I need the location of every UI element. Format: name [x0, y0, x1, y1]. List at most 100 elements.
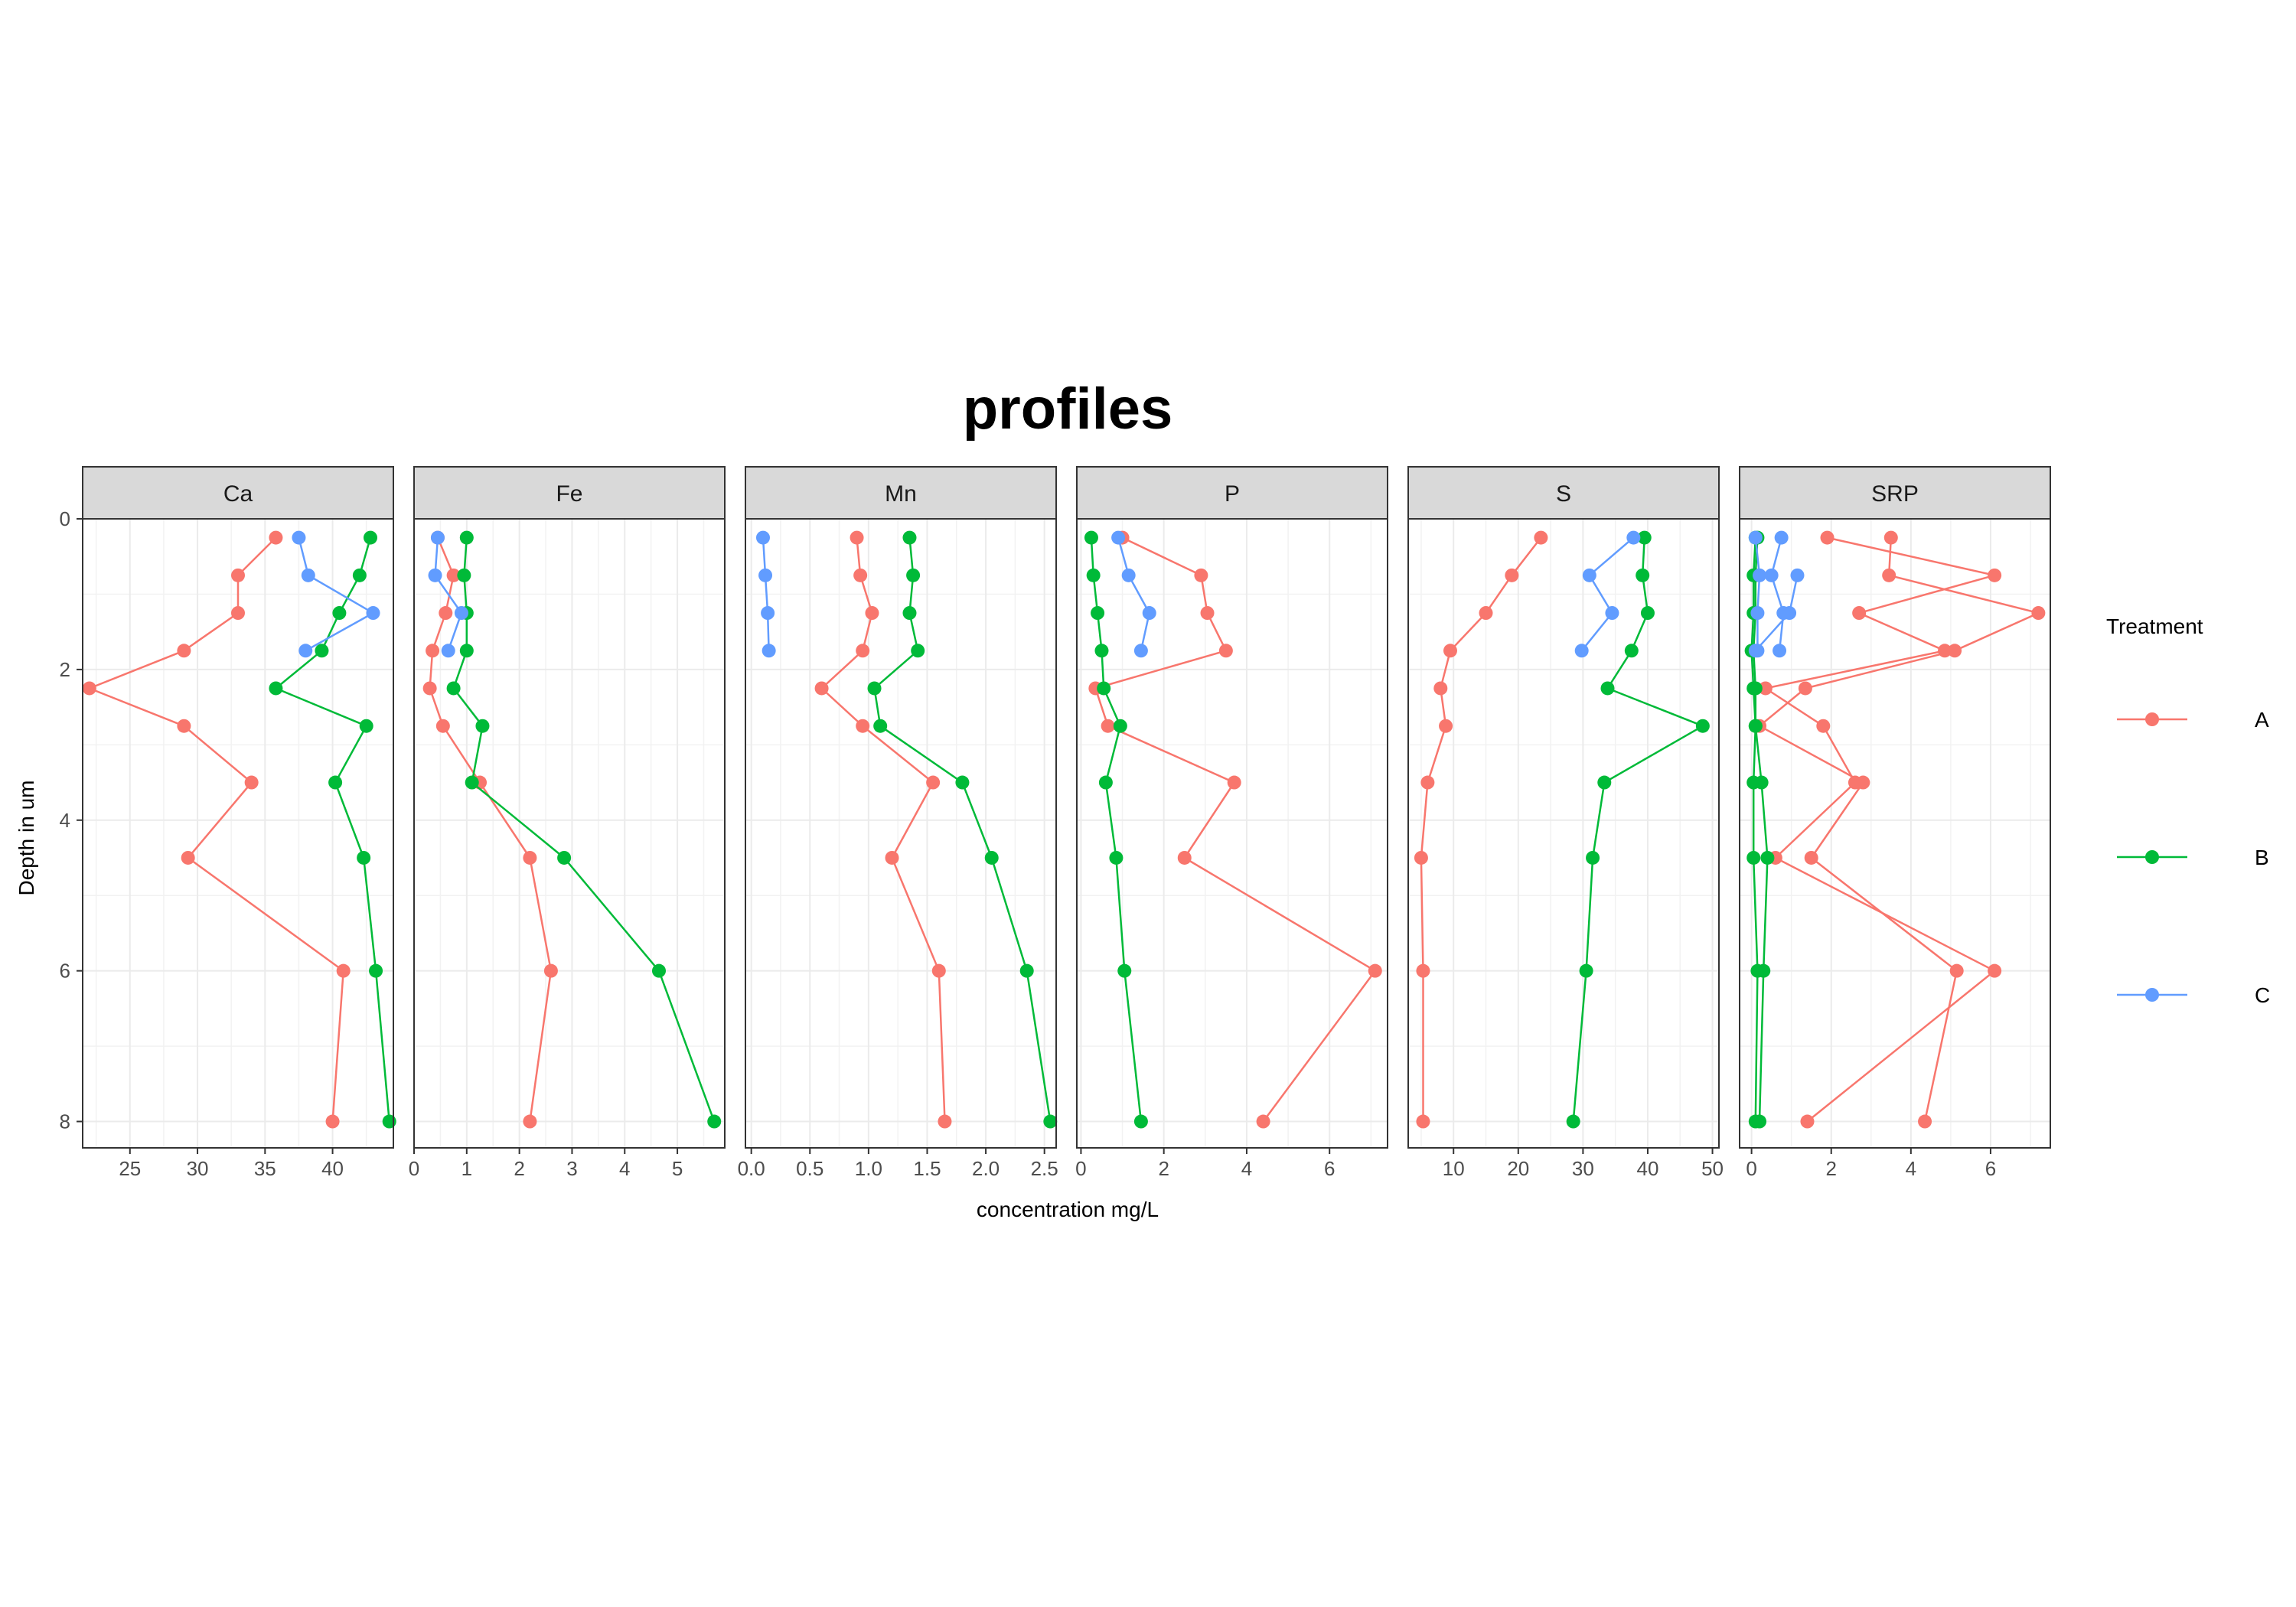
x-tick-label: 4 [1241, 1157, 1252, 1180]
x-tick-label: 5 [672, 1157, 683, 1180]
data-point-a [1443, 644, 1457, 658]
data-point-a [1479, 606, 1493, 621]
data-point-b [984, 850, 999, 865]
y-tick-label: 6 [60, 960, 70, 983]
series-line-b [275, 537, 390, 1122]
legend-label-a: A [2255, 708, 2269, 732]
x-tick-label: 0 [409, 1157, 419, 1180]
x-axis-title: concentration mg/L [977, 1198, 1159, 1221]
panel-background-p [1077, 519, 1388, 1148]
data-point-b [446, 681, 461, 696]
data-point-c [454, 606, 468, 621]
data-point-a [1882, 568, 1896, 582]
panel-background-s [1408, 519, 1719, 1148]
series-line-a [1420, 536, 1542, 1122]
series-line-c [1754, 537, 1761, 651]
data-point-a [82, 681, 96, 696]
data-point-b [1600, 681, 1615, 696]
data-point-a [814, 681, 829, 696]
data-point-a [926, 775, 941, 790]
data-point-a [1218, 644, 1233, 658]
data-point-b [332, 606, 347, 621]
legend-item-c: C [2117, 983, 2270, 1007]
data-point-b [459, 644, 474, 658]
data-point-a [1227, 775, 1241, 790]
y-tick-label: 8 [60, 1110, 70, 1133]
data-point-c [1111, 530, 1126, 545]
data-point-a [244, 775, 259, 790]
facet-s: S 10 20 30 40 50 [1407, 466, 1724, 1180]
data-point-b [1586, 850, 1600, 865]
data-point-a [177, 644, 191, 658]
series-line-b [873, 537, 1052, 1122]
data-point-b [357, 850, 371, 865]
data-point-b [1640, 606, 1655, 621]
x-tick-label: 1 [461, 1157, 472, 1180]
x-tick-label: 35 [254, 1157, 276, 1180]
x-tick-label: 2.0 [972, 1157, 1000, 1180]
x-tick-label: 1.5 [913, 1157, 941, 1180]
legend-key-point [2145, 850, 2159, 864]
data-point-b [369, 963, 383, 978]
x-tick-label: 6 [1985, 1157, 1996, 1180]
x-tick-label: 2 [1158, 1157, 1169, 1180]
data-point-c [1748, 530, 1763, 545]
data-point-c [1764, 568, 1779, 582]
data-point-b [1624, 644, 1639, 658]
data-point-a [1988, 963, 2002, 978]
data-point-a [422, 681, 437, 696]
series-line-c [762, 537, 770, 651]
legend-label-c: C [2255, 983, 2270, 1007]
data-point-c [366, 606, 380, 621]
data-point-b [1109, 850, 1124, 865]
facet-label-fe: Fe [556, 481, 582, 507]
series-line-b [1572, 537, 1704, 1122]
data-point-c [301, 568, 315, 582]
x-tick-label: 25 [119, 1157, 141, 1180]
data-point-a [1949, 963, 1964, 978]
series-line-a [1094, 536, 1377, 1123]
series-line-a [820, 537, 946, 1122]
data-point-a [1368, 963, 1382, 978]
data-point-b [1097, 681, 1111, 696]
data-point-a [336, 963, 351, 978]
x-tick-label: 30 [187, 1157, 209, 1180]
panel-border-p [1076, 518, 1388, 1149]
data-point-a [231, 606, 245, 621]
panel-border-srp [1739, 518, 2051, 1149]
data-point-b [315, 644, 329, 658]
data-point-a [231, 568, 245, 582]
data-point-c [755, 530, 770, 545]
panel-border-mn [745, 518, 1057, 1149]
x-tick-label: 2.5 [1031, 1157, 1058, 1180]
data-point-b [1086, 568, 1101, 582]
data-point-a [1800, 1114, 1815, 1129]
x-tick-label: 20 [1507, 1157, 1529, 1180]
data-point-c [1753, 568, 1767, 582]
data-point-a [1101, 719, 1115, 733]
facet-fe: Fe 0 1 2 3 4 5 [409, 466, 726, 1180]
x-tick-label: 40 [321, 1157, 344, 1180]
x-tick-label: 30 [1572, 1157, 1594, 1180]
data-point-b [1113, 719, 1127, 733]
data-point-b [1748, 681, 1763, 696]
x-tick-label: 50 [1701, 1157, 1724, 1180]
data-point-c [1121, 568, 1136, 582]
facet-label-srp: SRP [1871, 481, 1919, 507]
data-point-a [523, 850, 537, 865]
data-point-b [359, 719, 373, 733]
data-point-a [1420, 775, 1435, 790]
data-point-a [853, 568, 868, 582]
data-point-c [1782, 606, 1797, 621]
data-point-b [465, 775, 479, 790]
data-point-a [850, 530, 864, 545]
series-line-c [1770, 537, 1785, 651]
data-point-a [177, 719, 191, 733]
data-point-a [1416, 1114, 1430, 1129]
data-point-a [325, 1114, 340, 1129]
data-point-c [1605, 606, 1619, 621]
data-point-b [1019, 963, 1034, 978]
data-point-a [1948, 644, 1962, 658]
